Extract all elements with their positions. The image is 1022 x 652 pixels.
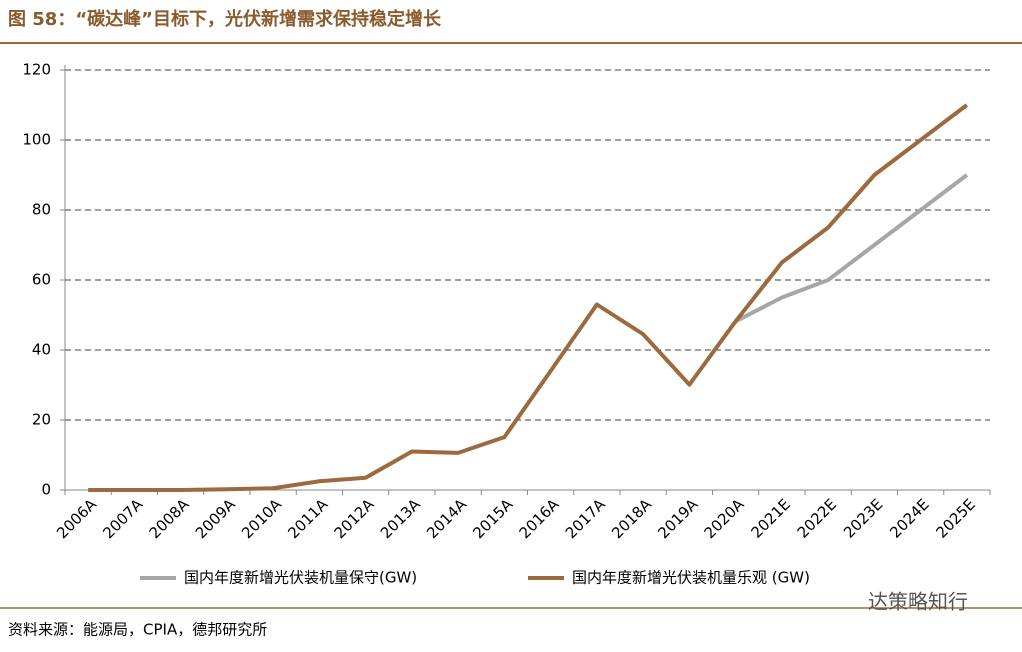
y-tick-label: 20 xyxy=(32,411,51,429)
x-tick-label: 2014A xyxy=(423,495,470,542)
x-tick-label: 2020A xyxy=(701,495,748,542)
x-tick-label: 2013A xyxy=(377,495,424,542)
x-tick-label: 2008A xyxy=(146,495,193,542)
legend-label: 国内年度新增光伏装机量乐观 (GW) xyxy=(572,569,810,587)
x-tick-label: 2015A xyxy=(469,495,516,542)
y-tick-label: 100 xyxy=(22,131,51,149)
x-tick-label: 2016A xyxy=(516,495,563,542)
x-tick-label: 2010A xyxy=(238,495,285,542)
series-line xyxy=(734,173,969,324)
y-tick-label: 40 xyxy=(32,341,51,359)
chart-title: 图 58：“碳达峰”目标下，光伏新增需求保持稳定增长 xyxy=(8,8,442,30)
x-tick-label: 2022E xyxy=(794,495,840,541)
x-tick-label: 2025E xyxy=(932,495,978,541)
x-tick-label: 2017A xyxy=(562,495,609,542)
y-tick-label: 120 xyxy=(22,61,51,79)
x-tick-label: 2019A xyxy=(654,495,701,542)
y-tick-label: 0 xyxy=(41,481,51,499)
series-line xyxy=(88,103,969,492)
y-tick-label: 60 xyxy=(32,271,51,289)
x-tick-label: 2021E xyxy=(747,495,793,541)
x-tick-label: 2023E xyxy=(840,495,886,541)
x-tick-label: 2012A xyxy=(331,495,378,542)
x-tick-label: 2006A xyxy=(53,495,100,542)
x-tick-label: 2011A xyxy=(284,495,331,542)
source: 资料来源：能源局，CPIA，德邦研究所 xyxy=(8,621,267,639)
x-tick-label: 2007A xyxy=(99,495,146,542)
x-tick-label: 2024E xyxy=(886,495,932,541)
x-tick-label: 2018A xyxy=(608,495,655,542)
y-tick-label: 80 xyxy=(32,201,51,219)
watermark: 达策略知行 xyxy=(868,590,968,614)
legend-label: 国内年度新增光伏装机量保守(GW) xyxy=(184,569,417,587)
x-tick-label: 2009A xyxy=(192,495,239,542)
